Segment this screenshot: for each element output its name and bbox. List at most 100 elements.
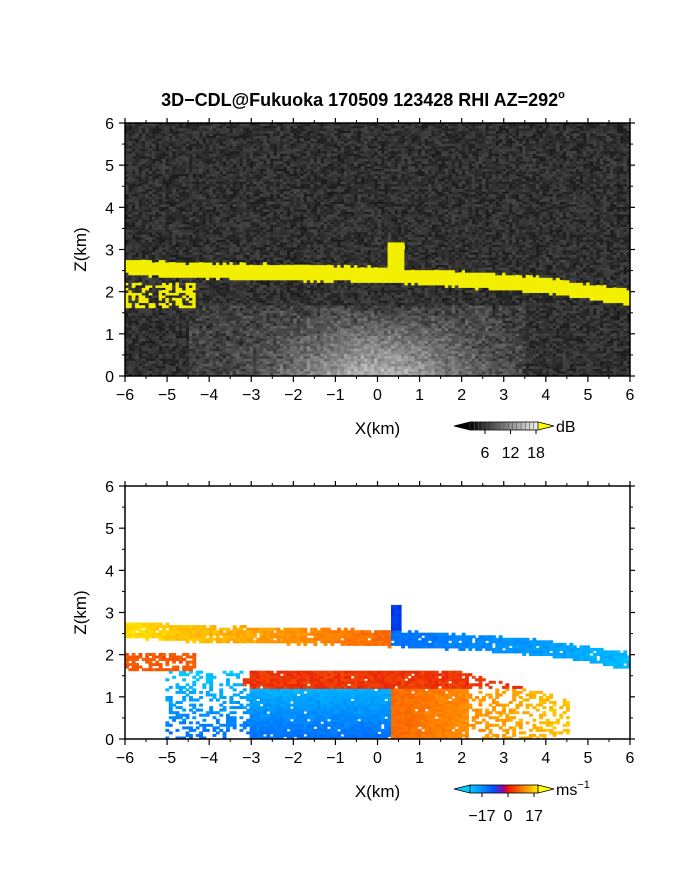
radar-cell (286, 216, 291, 220)
radar-cell (205, 153, 210, 157)
radar-cell (212, 370, 217, 374)
radar-cell (212, 287, 217, 291)
radar-cell (273, 183, 277, 187)
radar-cell (189, 183, 193, 187)
radar-cell (209, 312, 214, 316)
radar-cell (226, 373, 230, 377)
radar-cell (195, 363, 200, 367)
radar-cell (165, 198, 170, 202)
radar-cell (202, 161, 207, 164)
radar-cell (259, 363, 264, 367)
radar-cell (286, 153, 291, 157)
radar-cell (128, 368, 133, 372)
radar-cell (192, 325, 197, 329)
radar-cell (162, 148, 166, 152)
radar-cell (215, 224, 220, 228)
radar-cell (242, 168, 247, 172)
radar-cell (205, 310, 210, 314)
radar-cell (219, 333, 224, 336)
radar-cell (168, 193, 173, 197)
radar-cell (252, 221, 257, 225)
radar-cell (199, 168, 203, 172)
radar-cell (158, 201, 163, 205)
radar-cell (162, 145, 166, 149)
radar-cell (249, 145, 254, 149)
radar-cell (145, 277, 150, 281)
radar-cell (212, 216, 217, 220)
radar-cell (256, 186, 261, 190)
radar-cell (212, 236, 217, 240)
radar-cell (283, 338, 288, 342)
radar-cell (125, 254, 129, 258)
radar-cell (205, 234, 210, 238)
radar-cell (316, 143, 321, 147)
radar-cell (232, 348, 237, 352)
radar-cell (195, 158, 200, 162)
radar-cell (162, 135, 166, 139)
radar-cell (189, 244, 193, 248)
radar-cell (246, 201, 251, 205)
radar-cell (168, 264, 173, 268)
radar-cell (232, 350, 237, 354)
radar-cell (229, 358, 234, 362)
radar-cell (192, 312, 197, 316)
radar-cell (145, 214, 150, 218)
radar-cell (182, 330, 187, 334)
radar-cell (189, 231, 193, 235)
radar-cell (246, 176, 251, 180)
radar-cell (141, 244, 146, 248)
radar-cell (316, 279, 321, 283)
radar-cell (239, 130, 244, 134)
radar-cell (135, 219, 139, 223)
radar-cell (162, 322, 166, 326)
radar-cell (172, 249, 176, 253)
radar-cell (226, 188, 230, 192)
radar-cell (313, 148, 318, 152)
radar-cell (172, 140, 176, 144)
radar-cell (269, 365, 274, 369)
radar-cell (155, 196, 160, 200)
radar-cell (182, 166, 187, 169)
radar-cell (212, 360, 217, 364)
radar-cell (151, 229, 156, 233)
radar-cell (263, 123, 267, 126)
radar-cell (232, 153, 237, 157)
radar-cell (175, 333, 180, 336)
radar-cell (246, 125, 251, 129)
radar-cell (273, 171, 277, 175)
radar-cell (165, 249, 170, 253)
radar-cell (162, 150, 166, 154)
radar-cell (125, 198, 129, 202)
radar-cell (232, 269, 237, 273)
radar-cell (155, 181, 160, 185)
radar-cell (125, 343, 129, 347)
radar-cell (313, 262, 318, 266)
radar-cell (249, 143, 254, 147)
radar-cell (266, 188, 271, 192)
radar-cell (269, 211, 274, 215)
radar-cell (232, 140, 237, 144)
radar-cell (168, 317, 173, 321)
radar-cell (303, 322, 308, 326)
radar-cell (283, 373, 288, 377)
radar-cell (273, 249, 277, 253)
radar-cell (148, 317, 153, 321)
radar-cell (226, 310, 230, 314)
radar-cell (226, 150, 230, 154)
radar-cell (209, 348, 214, 352)
radar-cell (242, 186, 247, 190)
radar-cell (182, 201, 187, 205)
radar-cell (182, 297, 187, 301)
radar-cell (195, 178, 200, 182)
radar-cell (178, 269, 183, 273)
radar-cell (151, 252, 156, 255)
radar-cell (246, 191, 251, 195)
radar-cell (259, 343, 264, 347)
radar-cell (148, 221, 153, 225)
radar-cell (222, 150, 227, 154)
radar-cell (155, 287, 160, 291)
radar-cell (226, 204, 230, 207)
radar-cell (215, 153, 220, 157)
radar-cell (296, 145, 301, 149)
radar-cell (185, 259, 190, 263)
